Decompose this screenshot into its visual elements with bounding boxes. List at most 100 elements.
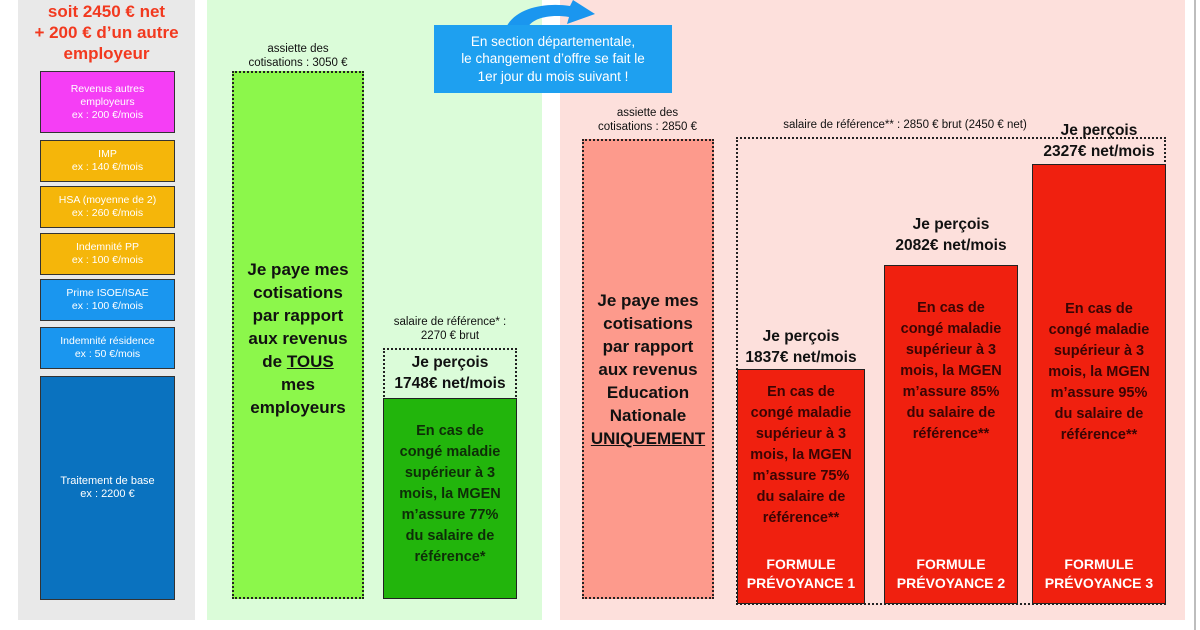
info-box: En section départementale, le changement… xyxy=(434,25,672,93)
text-line: aux revenus xyxy=(598,359,698,379)
receive-line: Je perçois xyxy=(912,216,990,233)
income-amount: ex : 140 €/mois xyxy=(71,161,144,173)
text-line: En cas de xyxy=(767,384,835,400)
income-label: Revenus autres xyxy=(70,82,145,95)
text-line: mois, la MGEN xyxy=(1048,364,1150,380)
cotisation-bar-green: Je paye mes cotisations par rapport aux … xyxy=(232,71,364,599)
text-line: Nationale xyxy=(609,405,687,425)
text-part: de xyxy=(262,351,287,371)
assiette-label-pink: assiette des cotisations : 2850 € xyxy=(580,106,715,134)
income-label: Indemnité PP xyxy=(75,241,140,253)
text-line: Je paye mes xyxy=(597,290,699,310)
pay-text-pink: Je paye mes cotisations par rapport aux … xyxy=(591,289,705,450)
text-line: par rapport xyxy=(602,336,694,356)
receive-amount: 1748€ net/mois xyxy=(394,375,506,392)
text-line: du salaire de xyxy=(756,489,846,505)
text-line: congé maladie xyxy=(750,405,852,421)
income-block-indemnite-pp: Indemnité PP ex : 100 €/mois xyxy=(40,233,175,275)
label-line: assiette des xyxy=(267,43,329,55)
label-line: cotisations : 2850 € xyxy=(597,121,698,133)
label-line: cotisations : 3050 € xyxy=(248,57,348,69)
text-line: Je paye mes xyxy=(247,259,349,279)
receive-formule-3: Je perçois 2327€ net/mois xyxy=(1033,120,1165,162)
text-line: de TOUS xyxy=(247,350,348,373)
text-line: FORMULE xyxy=(1064,556,1134,572)
formule-label-3: FORMULE PRÉVOYANCE 3 xyxy=(1033,555,1165,593)
text-line: PRÉVOYANCE 2 xyxy=(896,575,1006,591)
income-block-traitement-base: Traitement de base ex : 2200 € xyxy=(40,376,175,600)
income-amount: ex : 260 €/mois xyxy=(71,207,144,219)
text-line: du salaire de xyxy=(1054,406,1144,422)
income-amount: ex : 2200 € xyxy=(80,488,135,500)
receive-line: Je perçois xyxy=(1060,122,1138,139)
info-line: En section départementale, xyxy=(470,33,636,49)
income-amount: ex : 100 €/mois xyxy=(71,254,144,266)
benefit-bar-formule-2: En cas de congé maladie supérieur à 3 mo… xyxy=(884,265,1018,604)
receive-green: Je perçois 1748€ net/mois xyxy=(383,352,517,394)
income-block-hsa: HSA (moyenne de 2) ex : 260 €/mois xyxy=(40,186,175,228)
income-amount: ex : 100 €/mois xyxy=(71,300,144,312)
benefit-bar-green: En cas de congé maladie supérieur à 3 mo… xyxy=(383,398,517,599)
text-line: FORMULE xyxy=(766,556,836,572)
income-label: HSA (moyenne de 2) xyxy=(58,194,157,206)
income-amount: ex : 50 €/mois xyxy=(74,348,141,360)
benefit-text: En cas de congé maladie supérieur à 3 mo… xyxy=(885,298,1017,445)
pay-text-green: Je paye mes cotisations par rapport aux … xyxy=(247,258,348,419)
text-line: du salaire de xyxy=(906,405,996,421)
receive-amount: 1837€ net/mois xyxy=(745,349,857,366)
text-line: employeurs xyxy=(250,397,346,417)
text-line: supérieur à 3 xyxy=(755,426,847,442)
receive-amount: 2082€ net/mois xyxy=(895,237,1007,254)
divider xyxy=(1194,0,1196,630)
curved-arrow-icon xyxy=(505,0,595,30)
text-line: m’assure 75% xyxy=(752,468,850,484)
income-block-prime-isoe: Prime ISOE/ISAE ex : 100 €/mois xyxy=(40,279,175,321)
receive-line: Je perçois xyxy=(411,354,489,371)
text-line: du salaire de xyxy=(405,528,495,544)
text-line: Education xyxy=(606,382,690,402)
text-line: mois, la MGEN xyxy=(399,486,501,502)
text-line: par rapport xyxy=(252,305,344,325)
text-line: congé maladie xyxy=(399,444,501,460)
benefit-bar-formule-3: En cas de congé maladie supérieur à 3 mo… xyxy=(1032,164,1166,604)
text-line: FORMULE xyxy=(916,556,986,572)
text-line: mes xyxy=(280,374,315,394)
text-line: supérieur à 3 xyxy=(1053,343,1145,359)
income-block-imp: IMP ex : 140 €/mois xyxy=(40,140,175,182)
text-line: congé maladie xyxy=(900,321,1002,337)
income-block-indemnite-residence: Indemnité résidence ex : 50 €/mois xyxy=(40,327,175,369)
headline-line: employeur xyxy=(63,44,150,63)
text-line: En cas de xyxy=(917,300,985,316)
text-line: m’assure 85% xyxy=(902,384,1000,400)
emphasis-tous: TOUS xyxy=(286,351,334,371)
income-label: employeurs xyxy=(80,95,135,108)
text-line: PRÉVOYANCE 3 xyxy=(1044,575,1154,591)
assiette-label-green: assiette des cotisations : 3050 € xyxy=(232,42,364,70)
text-line: En cas de xyxy=(416,423,484,439)
formule-label-1: FORMULE PRÉVOYANCE 1 xyxy=(738,555,864,593)
receive-amount: 2327€ net/mois xyxy=(1043,143,1155,160)
income-label: Indemnité résidence xyxy=(60,335,155,347)
text-line: référence** xyxy=(912,426,990,442)
text-line: cotisations xyxy=(603,313,693,333)
label-line: salaire de référence* : xyxy=(393,316,507,328)
salaire-ref-pink: salaire de référence** : 2850 € brut (24… xyxy=(783,119,1027,131)
headline-line: soit 2450 € net xyxy=(47,2,166,21)
text-line: aux revenus xyxy=(248,328,348,348)
text-line: supérieur à 3 xyxy=(404,465,496,481)
text-line: supérieur à 3 xyxy=(905,342,997,358)
text-line: PRÉVOYANCE 1 xyxy=(746,575,856,591)
text-line: En cas de xyxy=(1065,301,1133,317)
income-label: Prime ISOE/ISAE xyxy=(66,287,149,299)
text-line: mois, la MGEN xyxy=(750,447,852,463)
receive-formule-2: Je perçois 2082€ net/mois xyxy=(884,214,1018,256)
headline: soit 2450 € net + 200 € d’un autre emplo… xyxy=(18,1,195,64)
salaire-ref-green: salaire de référence* : 2270 € brut xyxy=(380,315,520,343)
text-line: m’assure 77% xyxy=(401,507,499,523)
benefit-text: En cas de congé maladie supérieur à 3 mo… xyxy=(738,382,864,529)
cotisation-bar-pink: Je paye mes cotisations par rapport aux … xyxy=(582,139,714,599)
income-amount: ex : 200 €/mois xyxy=(71,108,144,121)
text-line: m’assure 95% xyxy=(1050,385,1148,401)
salaire-ref-outline-green xyxy=(383,348,517,400)
text-line: référence** xyxy=(762,510,840,526)
